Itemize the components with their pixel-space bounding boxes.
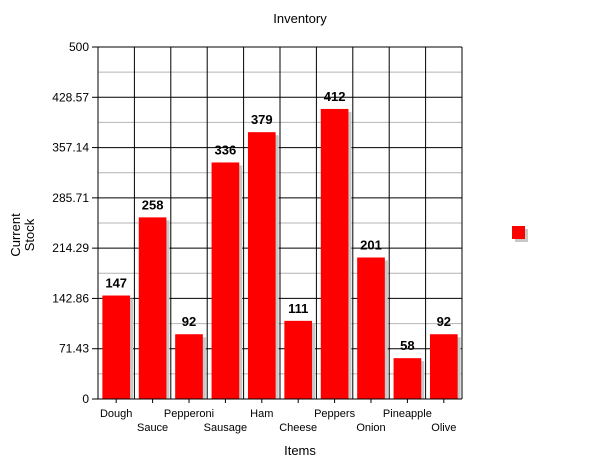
x-tick-label: Pepperoni [164,408,214,420]
data-label: 258 [142,197,164,212]
x-tick-label: Sausage [204,422,247,434]
bar [138,217,167,399]
bar [175,334,203,399]
data-label: 111 [288,301,308,316]
grid [97,46,463,400]
x-tick-label: Dough [100,408,132,420]
axes [97,47,462,400]
data-labels: 147 258 92 336 379 111 412 201 58 92 [105,89,451,353]
x-tick-label: Sauce [137,422,168,434]
data-label: 379 [251,112,273,127]
bar [429,334,458,399]
y-tick-label: 71.43 [59,342,89,356]
y-axis-label-line-1: Current [8,213,23,257]
legend-marker [512,226,525,239]
bar [284,320,313,399]
x-tick-label: Peppers [314,408,355,420]
chart-title: Inventory [273,11,327,26]
data-label: 336 [215,142,237,157]
y-tick-label: 285.71 [52,191,89,205]
data-label: 201 [360,237,382,252]
x-tick-label: Ham [250,408,273,420]
bar [393,358,422,399]
bar [211,162,240,399]
x-axis-label: Items [284,443,316,458]
x-tick-label: Onion [356,422,385,434]
x-tick-label: Olive [431,422,456,434]
x-tick-label: Cheese [279,422,317,434]
y-tick-label: 142.86 [52,291,89,305]
bar [320,108,349,400]
bar [247,132,276,399]
data-label: 92 [182,314,196,329]
data-label: 412 [324,89,346,104]
y-axis-label-line-2: Stock [22,218,37,251]
bars [102,108,461,400]
y-ticks: 0 71.43 142.86 214.29 285.71 357.14 428.57 500 [52,40,98,406]
data-label: 92 [437,314,451,329]
y-axis-label: Current Stock [8,213,37,257]
legend [512,226,528,242]
data-label: 147 [105,276,127,291]
y-tick-label: 428.57 [52,90,89,104]
bar [357,257,385,399]
y-tick-label: 214.29 [52,241,89,255]
y-tick-label: 500 [69,40,89,54]
data-label: 58 [400,338,414,353]
y-tick-label: 0 [82,392,89,406]
x-tick-label: Pineapple [383,408,432,420]
bar [102,295,131,399]
y-tick-label: 357.14 [52,141,89,155]
